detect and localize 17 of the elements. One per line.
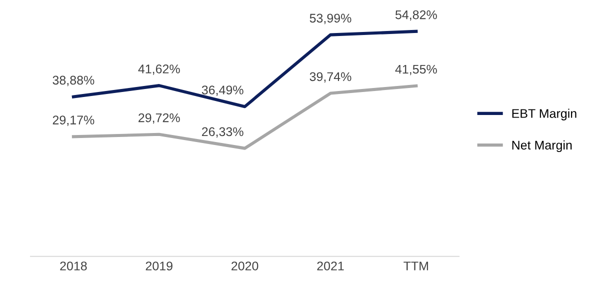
data-label: 39,74% — [310, 72, 352, 83]
data-label: 54,82% — [395, 10, 437, 21]
legend-label: Net Margin — [512, 140, 572, 152]
data-label: 29,17% — [52, 116, 94, 126]
data-label: 36,49% — [202, 86, 244, 96]
legend-label: EBT Margin — [512, 108, 576, 120]
data-label: 41,62% — [138, 64, 180, 75]
data-label: 41,55% — [395, 64, 437, 76]
x-tick-label: TTM — [404, 262, 428, 270]
data-label: 53,99% — [310, 14, 352, 24]
x-tick-label: 2019 — [146, 262, 172, 270]
x-tick-label: 2020 — [232, 262, 258, 270]
data-label: 38,88% — [52, 76, 94, 86]
x-tick-label: 2018 — [60, 262, 87, 270]
data-label: 29,72% — [138, 113, 180, 124]
x-tick-label: 2021 — [317, 262, 344, 270]
data-label: 26,33% — [202, 127, 244, 138]
